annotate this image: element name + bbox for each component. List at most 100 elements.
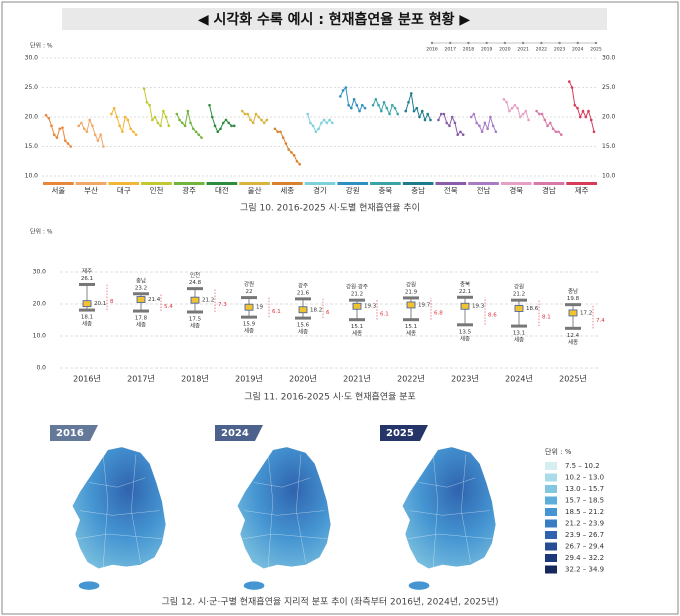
max-region: 강원: [244, 280, 254, 288]
data-point: [159, 124, 162, 128]
mean-marker: [298, 306, 308, 314]
data-point: [134, 133, 138, 136]
y2-tick-label: 20.0: [602, 114, 616, 121]
max-label: 24.8: [189, 280, 202, 286]
legend-swatch: [545, 519, 557, 528]
max-label: 21.9: [405, 289, 418, 295]
data-point: [412, 109, 416, 113]
data-point: [510, 106, 514, 110]
data-point: [208, 103, 211, 107]
data-point: [379, 109, 383, 113]
data-point: [328, 118, 331, 122]
data-point: [181, 121, 184, 125]
series-line: [110, 106, 137, 136]
data-point: [461, 133, 465, 136]
region-bar: [173, 182, 205, 185]
data-point: [453, 121, 457, 125]
data-point: [290, 151, 293, 154]
series-line: [470, 113, 497, 134]
y-tick-label: 20.0: [33, 301, 47, 308]
legend-swatch: [545, 508, 557, 516]
data-point: [554, 130, 558, 134]
region-bar: [370, 182, 401, 185]
data-point: [69, 145, 73, 148]
legend-label: 23.9 – 26.7: [565, 531, 604, 539]
data-point: [281, 136, 285, 139]
data-point: [167, 124, 171, 128]
region-bar: [239, 182, 270, 185]
data-point: [44, 113, 48, 117]
min-region: 세종: [568, 338, 578, 346]
data-point: [121, 130, 124, 134]
min-region: 세종: [460, 334, 470, 342]
data-point: [314, 130, 318, 134]
min-region: 세종: [298, 328, 308, 336]
figure-caption: 그림 12. 시·군·구별 현재흡연율 지리적 분포 추이 (좌측부터 2016…: [161, 596, 498, 608]
min-region: 세종: [82, 320, 92, 328]
data-point: [344, 86, 348, 89]
x-tick-label: 2016년: [73, 374, 101, 384]
data-point: [513, 103, 517, 107]
region-bar: [108, 182, 140, 185]
y2-tick-label: 25.0: [602, 84, 616, 91]
x-tick-label: 2025년: [559, 374, 587, 384]
data-point: [538, 112, 541, 116]
data-point: [475, 121, 478, 125]
data-point: [524, 109, 528, 113]
data-point: [240, 109, 244, 113]
data-point: [483, 121, 487, 125]
data-point: [576, 106, 579, 110]
min-region: 세종: [514, 336, 524, 344]
region-label: 대전: [215, 185, 229, 195]
region-label: 충남: [411, 186, 425, 195]
mean-label: 19: [256, 305, 263, 311]
mean-label: 21.4: [148, 297, 161, 303]
range-label: 7.3: [218, 302, 227, 308]
data-point: [80, 121, 83, 125]
max-region: 충남: [568, 287, 578, 295]
mean-marker: [568, 309, 578, 317]
unit-label: 단위 : %: [30, 228, 53, 236]
data-point: [243, 112, 247, 116]
max-region: 충남: [136, 276, 146, 284]
data-point: [415, 106, 419, 110]
data-point: [450, 115, 454, 119]
data-point: [115, 115, 119, 119]
data-point: [502, 98, 506, 101]
data-point: [567, 80, 571, 83]
data-point: [249, 118, 252, 122]
data-point: [407, 100, 410, 104]
legend-year: 2025: [590, 47, 602, 53]
max-region: 광주: [298, 282, 308, 289]
y-tick-label: 10.0: [33, 333, 47, 340]
legend-label: 10.2 – 13.0: [565, 474, 604, 482]
data-point: [178, 118, 181, 122]
series-line: [405, 93, 431, 122]
max-label: 26.1: [81, 276, 93, 282]
y2-tick-label: 30.0: [602, 55, 616, 62]
x-tick-label: 2017년: [127, 374, 155, 384]
series-line: [372, 98, 399, 116]
x-tick-label: 2024년: [505, 374, 533, 384]
data-point: [426, 112, 430, 116]
min-region: 세종: [244, 327, 254, 335]
region-label: 울산: [248, 185, 262, 195]
x-tick-label: 2019년: [235, 374, 263, 384]
legend-label: 29.4 – 32.2: [565, 554, 604, 562]
max-region: 인천: [190, 271, 200, 279]
data-point: [102, 145, 105, 148]
legend-dot: [594, 41, 598, 45]
legend-dot: [449, 41, 452, 45]
y-tick-label: 20.0: [25, 114, 39, 121]
data-point: [254, 112, 258, 116]
map-tab: [215, 425, 263, 441]
data-point: [279, 130, 282, 134]
mean-label: 20.1: [94, 301, 106, 307]
data-point: [197, 133, 201, 136]
data-point: [489, 115, 492, 119]
data-point: [309, 121, 312, 125]
legend-unit: 단위 : %: [545, 447, 572, 456]
range-label: 6.1: [380, 311, 389, 317]
max-label: 19.8: [567, 296, 580, 302]
